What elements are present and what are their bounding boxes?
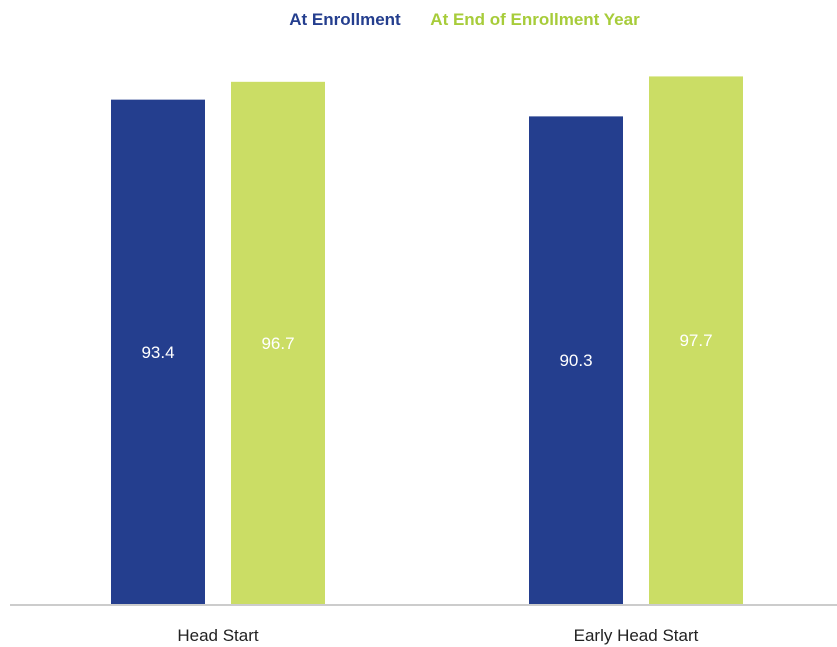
data-label: 96.7: [261, 334, 294, 353]
x-axis-labels: Head Start Early Head Start: [177, 626, 698, 645]
bar-early-head-start-series-0: [529, 116, 623, 604]
category-label-head-start: Head Start: [177, 626, 259, 645]
legend: At Enrollment At End of Enrollment Year: [289, 10, 640, 29]
bar-head-start-series-0: [111, 99, 205, 604]
bars-group: 93.4 96.7 90.3 97.7: [111, 76, 743, 605]
bar-early-head-start-series-1: [649, 76, 743, 605]
data-label: 93.4: [141, 343, 174, 362]
bar-head-start-series-1: [231, 81, 325, 604]
data-label: 97.7: [679, 331, 712, 350]
legend-label-at-enrollment: At Enrollment: [289, 10, 401, 29]
category-label-early-head-start: Early Head Start: [574, 626, 699, 645]
legend-label-at-end-of-enrollment-year: At End of Enrollment Year: [430, 10, 640, 29]
data-label: 90.3: [559, 351, 592, 370]
